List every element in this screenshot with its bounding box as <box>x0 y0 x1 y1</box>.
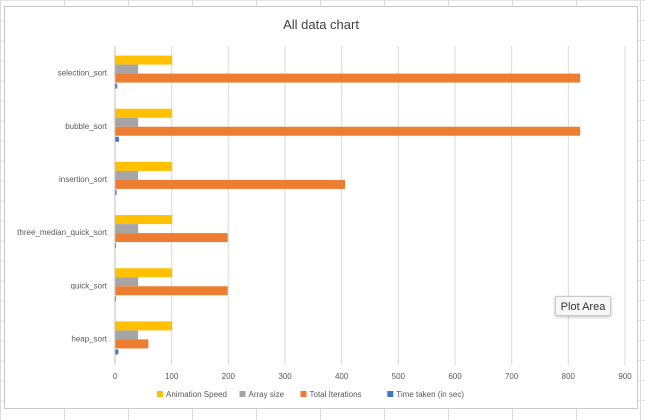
bar-quick_sort-time-taken-in-sec- <box>115 296 117 302</box>
chart-title: All data chart <box>283 17 359 32</box>
bar-heap_sort-array-size <box>115 330 139 340</box>
bar-bubble_sort-animation-speed <box>115 108 173 118</box>
category-label: three_median_quick_sort <box>17 228 108 237</box>
x-tick-label: 0 <box>113 372 118 381</box>
category-label: heap_sort <box>71 334 107 343</box>
bar-heap_sort-total-iterations <box>115 339 149 349</box>
x-tick-label: 800 <box>562 372 576 381</box>
x-tick-label: 200 <box>222 372 236 381</box>
bar-three_median_quick_sort-animation-speed <box>115 215 173 225</box>
x-tick-label: 700 <box>505 372 519 381</box>
legend-swatch <box>239 391 246 397</box>
x-tick-label: 600 <box>448 372 462 381</box>
legend-entry: Time taken (in sec) <box>396 390 464 399</box>
bar-bubble_sort-total-iterations <box>115 126 581 136</box>
legend-entry: Total Iterations <box>310 390 362 399</box>
legend-entry: Animation Speed <box>166 390 227 399</box>
legend-entry: Array size <box>249 390 285 399</box>
legend-swatch <box>387 391 394 397</box>
bar-selection_sort-animation-speed <box>115 55 173 65</box>
bar-bubble_sort-array-size <box>115 117 139 127</box>
x-tick-label: 900 <box>618 372 632 381</box>
bar-quick_sort-total-iterations <box>115 286 228 296</box>
bar-insertion_sort-animation-speed <box>115 161 173 171</box>
bar-quick_sort-animation-speed <box>115 268 173 278</box>
x-tick-label: 300 <box>278 372 292 381</box>
x-tick-label: 100 <box>165 372 179 381</box>
bar-three_median_quick_sort-time-taken-in-sec- <box>115 243 117 249</box>
bar-selection_sort-time-taken-in-sec- <box>115 83 118 89</box>
bar-bubble_sort-time-taken-in-sec- <box>115 136 119 142</box>
category-label: quick_sort <box>71 281 108 290</box>
legend-swatch <box>157 391 163 397</box>
category-label: bubble_sort <box>65 122 108 131</box>
bar-selection_sort-total-iterations <box>115 73 581 83</box>
bar-three_median_quick_sort-array-size <box>115 224 139 234</box>
bar-selection_sort-array-size <box>115 64 139 74</box>
bar-quick_sort-array-size <box>115 277 139 287</box>
bar-insertion_sort-time-taken-in-sec- <box>115 189 117 195</box>
x-tick-label: 400 <box>335 372 349 381</box>
bar-three_median_quick_sort-total-iterations <box>115 233 228 243</box>
bar-insertion_sort-total-iterations <box>115 179 345 189</box>
category-label: selection_sort <box>58 69 108 78</box>
bar-heap_sort-animation-speed <box>115 321 173 331</box>
legend-swatch <box>300 391 307 397</box>
category-label: insertion_sort <box>59 175 108 184</box>
chart-frame[interactable]: All data chart <box>4 6 638 409</box>
plot-area-tooltip: Plot Area <box>555 296 611 316</box>
bar-heap_sort-time-taken-in-sec- <box>115 349 119 355</box>
bar-insertion_sort-array-size <box>115 170 139 180</box>
x-tick-label: 500 <box>392 372 406 381</box>
